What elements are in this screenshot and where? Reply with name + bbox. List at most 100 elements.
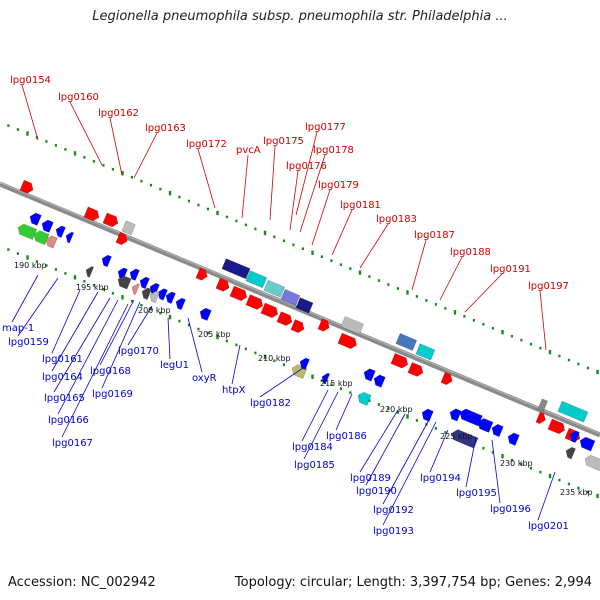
forward-gene-label[interactable]: lpg0187 [414, 230, 455, 241]
gene-feature[interactable] [174, 297, 186, 311]
reverse-gene-label[interactable]: lpg0182 [250, 398, 291, 409]
gene-feature[interactable] [221, 258, 251, 280]
gene-feature[interactable] [578, 436, 596, 452]
gene-feature[interactable] [372, 373, 386, 388]
gene-feature[interactable] [130, 282, 141, 296]
reverse-gene-label[interactable]: lpg0201 [528, 521, 569, 532]
gene-feature[interactable] [407, 362, 425, 378]
gene-feature[interactable] [28, 211, 42, 226]
gene-feature[interactable] [148, 290, 160, 304]
forward-gene-label[interactable]: lpg0172 [186, 139, 227, 150]
gene-feature[interactable] [557, 400, 589, 423]
gene-feature[interactable] [19, 179, 35, 195]
gene-feature[interactable] [320, 372, 331, 385]
gene-feature[interactable] [547, 418, 567, 435]
forward-gene-label[interactable]: lpg0160 [58, 92, 99, 103]
reverse-gene-label[interactable]: lpg0184 [292, 442, 333, 453]
reverse-gene-label[interactable]: htpX [222, 385, 246, 396]
forward-gene-label[interactable]: lpg0176 [286, 161, 327, 172]
reverse-gene-label[interactable]: lpg0194 [420, 473, 461, 484]
gene-feature[interactable] [84, 265, 95, 278]
forward-gene-label[interactable]: lpg0179 [318, 180, 359, 191]
gene-feature[interactable] [583, 454, 600, 472]
reverse-gene-label[interactable]: lpg0166 [48, 415, 89, 426]
reverse-gene-label[interactable]: lpg0190 [356, 486, 397, 497]
gene-feature[interactable] [448, 407, 462, 422]
gene-feature[interactable] [245, 270, 268, 289]
gene-feature[interactable] [121, 220, 136, 236]
gene-feature[interactable] [198, 307, 212, 321]
gene-feature[interactable] [564, 446, 576, 460]
reverse-gene-label[interactable]: lpg0189 [350, 473, 391, 484]
reverse-gene-label[interactable]: lpg0164 [42, 372, 83, 383]
gene-feature[interactable] [337, 332, 359, 350]
gene-feature[interactable] [16, 222, 38, 240]
gene-feature[interactable] [490, 423, 504, 438]
reverse-gene-label[interactable]: lpg0168 [90, 366, 131, 377]
gene-feature[interactable] [164, 290, 176, 304]
forward-gene-label[interactable]: lpg0154 [10, 75, 51, 86]
gene-feature[interactable] [102, 212, 120, 229]
gene-feature[interactable] [229, 285, 249, 302]
reverse-gene-label[interactable]: lpg0165 [44, 393, 85, 404]
forward-gene-label[interactable]: lpg0183 [376, 214, 417, 225]
reverse-gene-label[interactable]: lpg0192 [373, 505, 414, 516]
gene-feature[interactable] [260, 302, 280, 319]
forward-gene-label[interactable]: lpg0163 [145, 123, 186, 134]
gene-feature[interactable] [116, 274, 132, 290]
reverse-gene-label[interactable]: lpg0195 [456, 488, 497, 499]
gene-feature[interactable] [458, 407, 483, 427]
gene-feature[interactable] [356, 391, 372, 406]
gene-feature[interactable] [476, 417, 494, 433]
gene-feature[interactable] [420, 407, 434, 422]
gene-feature[interactable] [140, 286, 152, 300]
gene-feature[interactable] [128, 267, 140, 281]
reverse-gene-label[interactable]: lpg0186 [326, 431, 367, 442]
gene-feature[interactable] [32, 229, 50, 246]
gene-feature[interactable] [138, 275, 150, 290]
forward-gene-label[interactable]: lpg0177 [305, 122, 346, 133]
gene-feature[interactable] [506, 431, 520, 446]
gene-feature[interactable] [415, 343, 436, 361]
reverse-gene-label[interactable]: lpg0185 [294, 460, 335, 471]
gene-feature[interactable] [83, 206, 101, 223]
gene-feature[interactable] [195, 267, 209, 282]
gene-feature[interactable] [215, 277, 231, 293]
gene-feature[interactable] [263, 279, 286, 298]
reverse-gene-label[interactable]: map-1 [2, 323, 34, 334]
gene-feature[interactable] [100, 254, 112, 268]
gene-feature[interactable] [40, 218, 54, 233]
gene-feature[interactable] [395, 333, 418, 351]
reverse-gene-label[interactable]: lpg0159 [8, 337, 49, 348]
gene-feature[interactable] [115, 231, 129, 246]
forward-gene-label[interactable]: lpg0162 [98, 108, 139, 119]
gene-feature[interactable] [390, 352, 410, 369]
forward-gene-label[interactable]: lpg0188 [450, 247, 491, 258]
reverse-gene-label[interactable]: lpg0193 [373, 526, 414, 537]
reverse-gene-label[interactable]: lpg0169 [92, 389, 133, 400]
gene-feature[interactable] [280, 288, 301, 307]
gene-feature[interactable] [535, 411, 548, 425]
reverse-gene-label[interactable]: lpg0161 [42, 354, 83, 365]
gene-feature[interactable] [276, 311, 294, 328]
reverse-gene-label[interactable]: oxyR [192, 373, 217, 384]
forward-gene-label[interactable]: pvcA [236, 145, 261, 156]
gene-feature[interactable] [440, 371, 454, 386]
gene-feature[interactable] [317, 318, 331, 333]
gene-feature[interactable] [54, 224, 66, 238]
forward-gene-label[interactable]: lpg0191 [490, 264, 531, 275]
forward-gene-label[interactable]: lpg0175 [263, 136, 304, 147]
forward-gene-label[interactable]: lpg0181 [340, 200, 381, 211]
gene-feature[interactable] [450, 428, 479, 449]
forward-gene-label[interactable]: lpg0197 [528, 281, 569, 292]
gene-feature[interactable] [295, 297, 314, 314]
forward-gene-label[interactable]: lpg0178 [313, 145, 354, 156]
gene-feature[interactable] [340, 316, 364, 335]
gene-feature[interactable] [568, 429, 580, 444]
gene-feature[interactable] [245, 294, 265, 311]
reverse-gene-label[interactable]: lpg0170 [118, 346, 159, 357]
reverse-gene-label[interactable]: lpg0196 [490, 504, 531, 515]
gene-feature[interactable] [64, 231, 75, 244]
gene-feature[interactable] [290, 319, 306, 334]
gene-feature[interactable] [298, 356, 310, 371]
